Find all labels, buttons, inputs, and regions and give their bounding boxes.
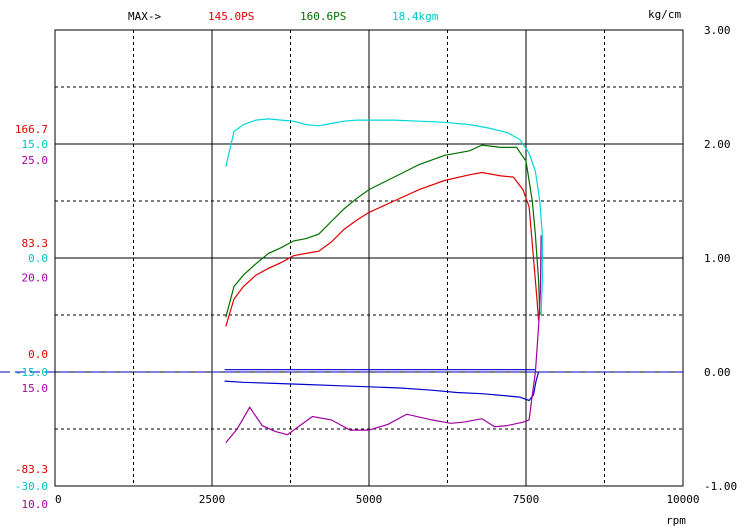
plot-frame: [54, 29, 684, 487]
right-tick-label: 2.00: [704, 138, 731, 151]
right-tick-label: 0.00: [704, 366, 731, 379]
left-tick-label: 10.0: [22, 498, 49, 511]
max-power2-value: 160.6PS: [300, 10, 346, 23]
left-tick-label: 15.0: [22, 138, 49, 151]
left-tick-label: 166.7: [15, 123, 48, 136]
x-tick-label: 2500: [199, 493, 226, 506]
plot-border: [54, 29, 684, 487]
left-tick-label: 0.0: [28, 252, 48, 265]
series-layer: [224, 118, 543, 444]
right-tick-label: -1.00: [704, 480, 737, 493]
left-axis-labels: 250.030.030.0166.715.025.083.30.020.00.0…: [15, 123, 49, 511]
x-axis-unit: rpm: [666, 514, 686, 527]
left-tick-label: -30.0: [15, 480, 48, 493]
left-tick-label: -83.3: [15, 463, 48, 476]
right-tick-label: 3.00: [704, 24, 731, 37]
series-line-1: [225, 144, 541, 318]
x-axis-labels: 0 2500 5000 7500 10000: [55, 493, 700, 506]
max-label: MAX->: [128, 10, 161, 23]
x-tick-label: 7500: [513, 493, 540, 506]
left-tick-label: -15.0: [15, 366, 48, 379]
x-tick-label: 0: [55, 493, 62, 506]
left-tick-label: 20.0: [22, 271, 49, 284]
x-tick-label: 10000: [666, 493, 699, 506]
x-tick-label: 5000: [356, 493, 383, 506]
max-torque-value: 18.4kgm: [392, 10, 439, 23]
grid: [55, 30, 683, 486]
left-tick-label: 15.0: [22, 382, 49, 395]
series-line-2: [225, 171, 540, 327]
right-axis-labels: 3.00 2.00 1.00 0.00 -1.00: [704, 24, 737, 493]
max-power-value: 145.0PS: [208, 10, 254, 23]
left-tick-label: 25.0: [22, 154, 49, 167]
left-tick-label: 83.3: [22, 237, 49, 250]
right-axis-unit: kg/cm: [648, 8, 681, 21]
series-line-0: [225, 118, 543, 316]
right-tick-label: 1.00: [704, 252, 731, 265]
series-line-5: [225, 235, 542, 444]
left-tick-label: 0.0: [28, 348, 48, 361]
series-line-3: [224, 371, 540, 402]
